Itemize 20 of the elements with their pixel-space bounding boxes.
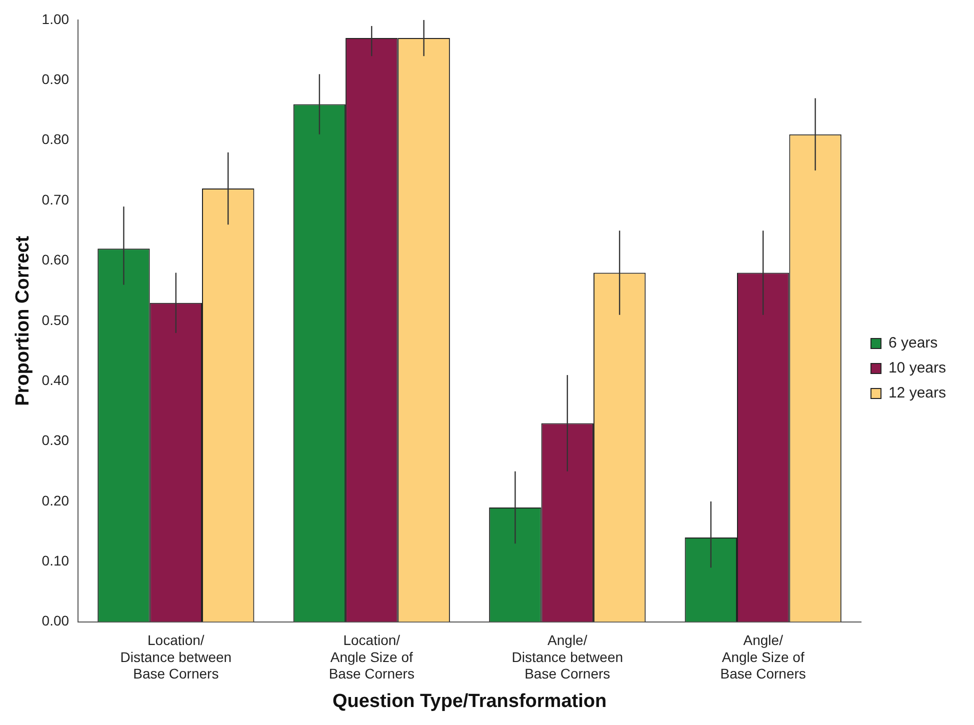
y-tick-label: 0.50 [42, 312, 70, 328]
x-tick-label: Location/ Angle Size of Base Corners [328, 632, 414, 682]
legend-label: 12 years [888, 384, 946, 402]
y-tick-label: 1.00 [42, 10, 70, 27]
legend-label: 10 years [888, 360, 946, 377]
x-tick-label: Location/ Distance between Base Corners [120, 632, 232, 682]
y-tick-label: 0.60 [42, 252, 70, 268]
x-tick-label: Angle/ Distance between Base Corners [512, 632, 624, 682]
x-axis-title: Question Type/Transformation [332, 690, 607, 712]
y-tick-label: 0.40 [42, 372, 70, 388]
y-tick-label: 0.70 [42, 191, 70, 208]
y-tick-label: 0.20 [42, 492, 70, 508]
y-tick-label: 0.30 [42, 432, 70, 448]
y-tick-label: 0.00 [42, 612, 70, 629]
y-tick-label: 0.90 [42, 71, 70, 88]
y-tick-label: 0.80 [42, 131, 70, 148]
y-tick-label: 0.10 [42, 552, 70, 568]
legend-label: 6 years [888, 334, 938, 352]
y-axis-title: Proportion Correct [12, 235, 34, 406]
x-tick-label: Angle/ Angle Size of Base Corners [720, 632, 806, 682]
